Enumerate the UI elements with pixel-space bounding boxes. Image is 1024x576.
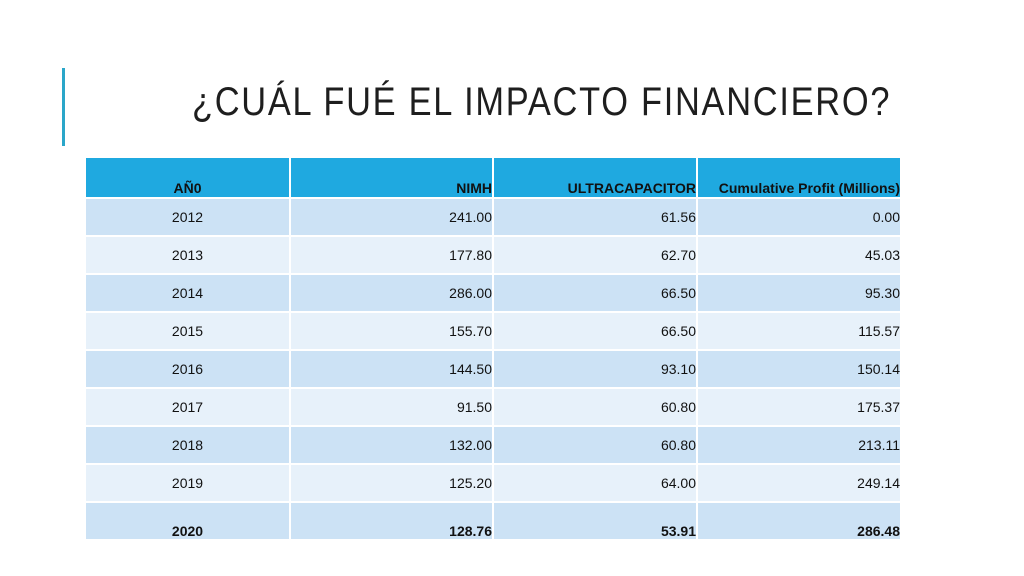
cell-nimh: 144.50 (290, 350, 494, 389)
cell-cumulative-profit: 213.11 (697, 426, 902, 465)
cell-year: 2015 (86, 312, 291, 351)
table-row: 2012 241.00 61.56 0.00 (86, 198, 902, 237)
slide-title: ¿CUÁL FUÉ EL IMPACTO FINANCIERO? (192, 80, 892, 124)
cell-nimh: 91.50 (290, 388, 494, 427)
cell-nimh: 128.76 (290, 502, 494, 541)
cell-year: 2013 (86, 236, 291, 275)
cell-cumulative-profit: 249.14 (697, 464, 902, 503)
table-row: 2018 132.00 60.80 213.11 (86, 426, 902, 465)
cell-cumulative-profit: 150.14 (697, 350, 902, 389)
header-ultracapacitor: ULTRACAPACITOR (493, 158, 698, 199)
cell-nimh: 132.00 (290, 426, 494, 465)
financial-table: AÑ0 NIMH ULTRACAPACITOR Cumulative Profi… (86, 158, 902, 541)
cell-ultracapacitor: 66.50 (493, 312, 698, 351)
header-nimh: NIMH (290, 158, 494, 199)
cell-ultracapacitor: 62.70 (493, 236, 698, 275)
cell-ultracapacitor: 53.91 (493, 502, 698, 541)
header-year: AÑ0 (86, 158, 291, 199)
cell-cumulative-profit: 175.37 (697, 388, 902, 427)
cell-year: 2019 (86, 464, 291, 503)
cell-nimh: 241.00 (290, 198, 494, 237)
title-accent-bar (62, 68, 65, 146)
cell-cumulative-profit: 115.57 (697, 312, 902, 351)
cell-ultracapacitor: 93.10 (493, 350, 698, 389)
table-row-total: 2020 128.76 53.91 286.48 (86, 502, 902, 541)
cell-year: 2018 (86, 426, 291, 465)
table-row: 2019 125.20 64.00 249.14 (86, 464, 902, 503)
header-cumulative-profit: Cumulative Profit (Millions) (697, 158, 902, 199)
cell-nimh: 177.80 (290, 236, 494, 275)
table-row: 2013 177.80 62.70 45.03 (86, 236, 902, 275)
cell-ultracapacitor: 66.50 (493, 274, 698, 313)
cell-ultracapacitor: 64.00 (493, 464, 698, 503)
cell-year: 2020 (86, 502, 291, 541)
cell-ultracapacitor: 60.80 (493, 426, 698, 465)
cell-cumulative-profit: 95.30 (697, 274, 902, 313)
cell-year: 2014 (86, 274, 291, 313)
cell-cumulative-profit: 45.03 (697, 236, 902, 275)
table-row: 2014 286.00 66.50 95.30 (86, 274, 902, 313)
cell-cumulative-profit: 0.00 (697, 198, 902, 237)
table-row: 2016 144.50 93.10 150.14 (86, 350, 902, 389)
cell-nimh: 155.70 (290, 312, 494, 351)
table-row: 2017 91.50 60.80 175.37 (86, 388, 902, 427)
table-row: 2015 155.70 66.50 115.57 (86, 312, 902, 351)
cell-nimh: 125.20 (290, 464, 494, 503)
cell-year: 2016 (86, 350, 291, 389)
cell-cumulative-profit: 286.48 (697, 502, 902, 541)
cell-year: 2017 (86, 388, 291, 427)
cell-ultracapacitor: 60.80 (493, 388, 698, 427)
cell-nimh: 286.00 (290, 274, 494, 313)
cell-year: 2012 (86, 198, 291, 237)
cell-ultracapacitor: 61.56 (493, 198, 698, 237)
table-header-row: AÑ0 NIMH ULTRACAPACITOR Cumulative Profi… (86, 158, 902, 199)
